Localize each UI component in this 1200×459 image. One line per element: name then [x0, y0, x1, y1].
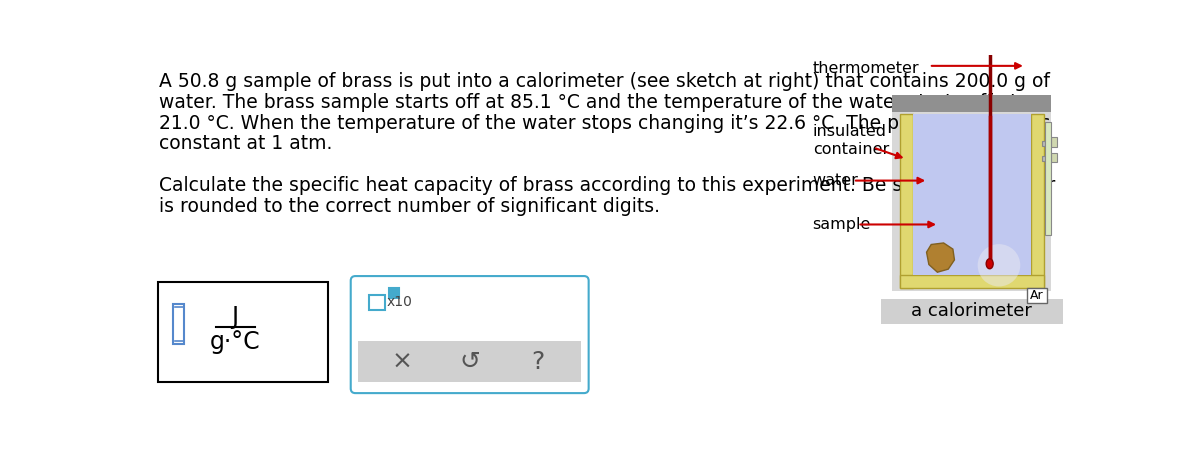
Polygon shape — [926, 243, 954, 272]
Bar — [881, 299, 1063, 324]
Bar — [900, 113, 913, 288]
Ellipse shape — [978, 244, 1020, 286]
Bar — [359, 341, 581, 382]
Bar — [1045, 122, 1051, 235]
Text: Ar: Ar — [1030, 289, 1044, 302]
Text: thermometer: thermometer — [812, 61, 919, 76]
Text: sample: sample — [812, 217, 871, 232]
Text: water: water — [812, 173, 858, 188]
Bar — [1050, 137, 1057, 147]
Bar — [913, 113, 1031, 275]
Text: water. The brass sample starts off at 85.1 °C and the temperature of the water s: water. The brass sample starts off at 85… — [160, 93, 1018, 112]
Bar — [157, 282, 329, 382]
Text: is rounded to the correct number of significant digits.: is rounded to the correct number of sign… — [160, 197, 660, 216]
Bar — [893, 95, 1051, 112]
Text: x10: x10 — [386, 295, 413, 309]
Text: insulated
container: insulated container — [812, 124, 889, 157]
Text: ?: ? — [530, 350, 544, 374]
Bar — [1026, 288, 1046, 303]
Bar — [1050, 153, 1057, 162]
Text: a calorimeter: a calorimeter — [912, 302, 1032, 320]
Bar — [893, 95, 1051, 291]
Text: ×: × — [391, 350, 413, 374]
Bar — [1031, 113, 1044, 288]
Text: constant at 1 atm.: constant at 1 atm. — [160, 134, 332, 153]
Bar — [173, 304, 184, 344]
Bar — [1042, 156, 1050, 162]
Text: A 50.8 g sample of brass is put into a calorimeter (see sketch at right) that co: A 50.8 g sample of brass is put into a c… — [160, 72, 1050, 91]
Bar — [370, 295, 385, 310]
Text: g·°C: g·°C — [210, 330, 260, 354]
FancyBboxPatch shape — [350, 276, 589, 393]
Text: ↺: ↺ — [460, 350, 480, 374]
Ellipse shape — [986, 259, 994, 269]
Text: J: J — [232, 305, 239, 329]
Bar — [900, 275, 1044, 288]
Bar — [1042, 140, 1050, 146]
Text: Calculate the specific heat capacity of brass according to this experiment. Be s: Calculate the specific heat capacity of … — [160, 176, 1056, 195]
Bar — [389, 288, 398, 297]
Text: 21.0 °C. When the temperature of the water stops changing it’s 22.6 °C. The pres: 21.0 °C. When the temperature of the wat… — [160, 113, 1051, 133]
